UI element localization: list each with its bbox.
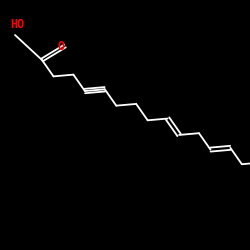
Text: O: O <box>57 40 64 53</box>
Text: HO: HO <box>10 18 24 31</box>
